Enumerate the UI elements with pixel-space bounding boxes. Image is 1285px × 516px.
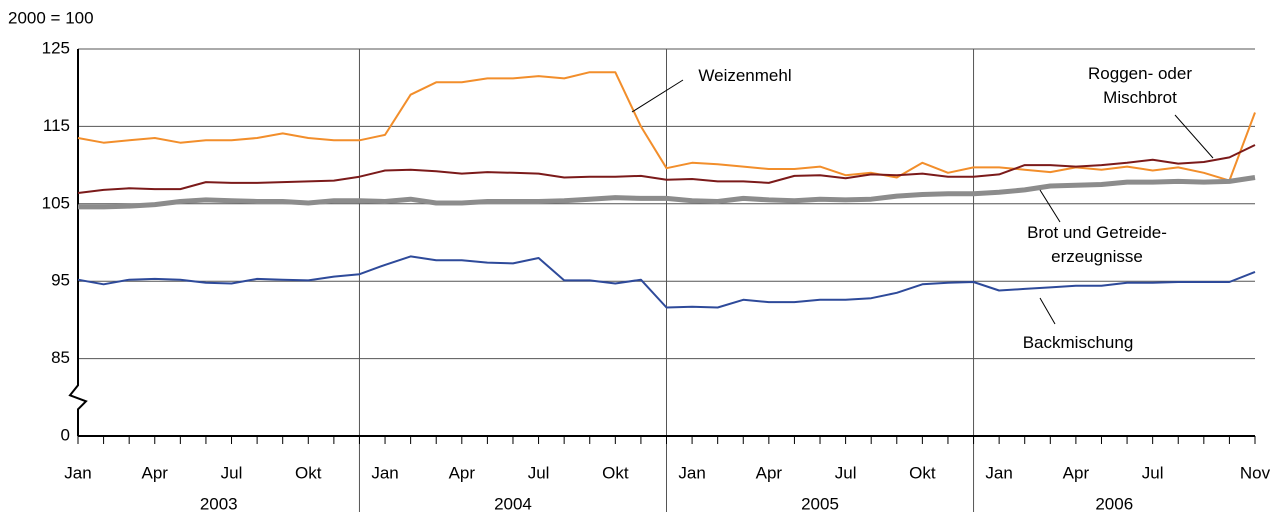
x-tick-label: Jul bbox=[221, 463, 243, 482]
series-label: Brot und Getreide-erzeugnisse bbox=[1027, 223, 1167, 266]
x-tick-label: Jan bbox=[371, 463, 398, 482]
year-label: 2006 bbox=[1095, 494, 1133, 513]
series-label-line: Backmischung bbox=[1023, 333, 1134, 352]
x-tick-label: Jan bbox=[985, 463, 1012, 482]
year-label: 2004 bbox=[494, 494, 532, 513]
series-label-line: Mischbrot bbox=[1103, 88, 1177, 107]
year-label: 2005 bbox=[801, 494, 839, 513]
x-tick-label: Nov bbox=[1240, 463, 1271, 482]
series-label-line: Brot und Getreide- bbox=[1027, 223, 1167, 242]
x-tick-label: Okt bbox=[909, 463, 936, 482]
x-tick-label: Apr bbox=[756, 463, 783, 482]
leader-line bbox=[1039, 189, 1061, 223]
year-label: 2003 bbox=[200, 494, 238, 513]
series-label-line: erzeugnisse bbox=[1051, 247, 1143, 266]
x-tick-label: Jul bbox=[1142, 463, 1164, 482]
series-label-line: Roggen- oder bbox=[1088, 64, 1192, 83]
x-tick-label: Apr bbox=[449, 463, 476, 482]
x-tick-label: Okt bbox=[602, 463, 629, 482]
y-axis bbox=[68, 49, 88, 436]
series-label: Weizenmehl bbox=[698, 66, 791, 85]
x-tick-label: Apr bbox=[142, 463, 169, 482]
x-tick-label: Jan bbox=[678, 463, 705, 482]
leader-line bbox=[631, 79, 684, 113]
x-tick-label: Jan bbox=[64, 463, 91, 482]
x-tick-label: Apr bbox=[1063, 463, 1090, 482]
series-line bbox=[77, 255, 1256, 309]
leader-line bbox=[1039, 297, 1056, 325]
y-tick-label: 115 bbox=[43, 116, 70, 135]
y-tick-label: 125 bbox=[42, 38, 70, 57]
x-tick-label: Okt bbox=[295, 463, 322, 482]
unit-label: 2000 = 100 bbox=[8, 8, 94, 27]
series-label: Roggen- oder Mischbrot bbox=[1088, 64, 1192, 107]
y-tick-label: 105 bbox=[42, 193, 70, 212]
x-tick-label: Jul bbox=[835, 463, 857, 482]
series-label-line: Weizenmehl bbox=[698, 66, 791, 85]
y-tick-label: 0 bbox=[61, 425, 70, 444]
leader-line bbox=[1174, 114, 1214, 159]
series-line bbox=[78, 175, 1256, 210]
series-line bbox=[77, 71, 1256, 182]
x-tick-label: Jul bbox=[528, 463, 550, 482]
y-tick-label: 95 bbox=[51, 271, 70, 290]
y-tick-label: 85 bbox=[51, 348, 70, 367]
series-line bbox=[77, 144, 1256, 194]
series-label: Backmischung bbox=[1023, 333, 1134, 352]
